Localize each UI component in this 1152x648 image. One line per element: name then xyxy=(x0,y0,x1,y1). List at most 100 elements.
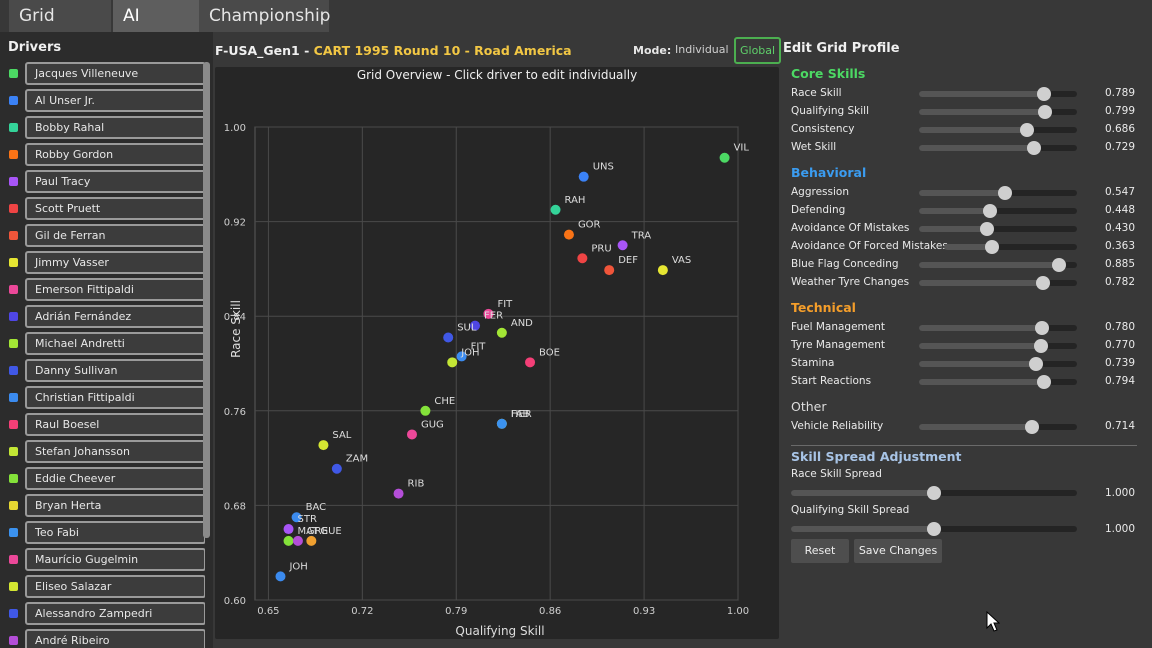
driver-point[interactable]: BOE xyxy=(525,347,560,368)
data-point-marker[interactable] xyxy=(577,253,588,264)
slider-track[interactable] xyxy=(919,276,1077,290)
slider-handle[interactable] xyxy=(1028,357,1043,371)
slider-handle[interactable] xyxy=(998,186,1013,200)
driver-item[interactable]: Maurício Gugelmin xyxy=(4,548,205,571)
driver-button[interactable]: Bryan Herta xyxy=(25,494,205,517)
slider-track[interactable] xyxy=(919,186,1077,200)
slider-handle[interactable] xyxy=(1033,339,1048,353)
driver-point[interactable]: DEF xyxy=(604,255,638,276)
driver-item[interactable]: Al Unser Jr. xyxy=(4,89,205,112)
driver-button[interactable]: Adrián Fernández xyxy=(25,305,205,328)
slider-handle[interactable] xyxy=(1037,375,1052,389)
data-point-marker[interactable] xyxy=(563,229,574,240)
driver-button[interactable]: Paul Tracy xyxy=(25,170,205,193)
data-point-marker[interactable] xyxy=(291,512,302,523)
data-point-marker[interactable] xyxy=(393,488,404,499)
driver-item[interactable]: Gil de Ferran xyxy=(4,224,205,247)
slider-track[interactable] xyxy=(919,141,1077,155)
data-point-marker[interactable] xyxy=(496,418,507,429)
slider-track[interactable] xyxy=(944,240,1077,254)
slider-track[interactable] xyxy=(919,123,1077,137)
driver-point[interactable]: GUE xyxy=(306,526,342,546)
data-point-marker[interactable] xyxy=(420,405,431,416)
data-point-marker[interactable] xyxy=(283,535,294,546)
slider-handle[interactable] xyxy=(1024,420,1039,434)
driver-point[interactable]: AND xyxy=(496,318,533,338)
driver-button[interactable]: Teo Fabi xyxy=(25,521,205,544)
slider-track[interactable] xyxy=(919,105,1077,119)
slider-handle[interactable] xyxy=(979,222,994,236)
driver-item[interactable]: Teo Fabi xyxy=(4,521,205,544)
driver-button[interactable]: Michael Andretti xyxy=(25,332,205,355)
driver-point[interactable]: FAB xyxy=(496,409,530,429)
driver-button[interactable]: Bobby Rahal xyxy=(25,116,205,139)
mode-individual-button[interactable]: Individual xyxy=(675,43,729,56)
slider-track[interactable] xyxy=(919,357,1077,371)
driver-point[interactable]: RAH xyxy=(550,195,586,215)
driver-point[interactable]: UNS xyxy=(578,162,614,182)
data-point-marker[interactable] xyxy=(617,240,628,251)
driver-item[interactable]: Robby Gordon xyxy=(4,143,205,166)
driver-item[interactable]: Eddie Cheever xyxy=(4,467,205,490)
driver-point[interactable]: JOH xyxy=(275,561,308,582)
driver-item[interactable]: Alessandro Zampedri xyxy=(4,602,205,625)
driver-item[interactable]: André Ribeiro xyxy=(4,629,205,648)
driver-item[interactable]: Adrián Fernández xyxy=(4,305,205,328)
driver-button[interactable]: Eddie Cheever xyxy=(25,467,205,490)
slider-track[interactable] xyxy=(919,420,1077,434)
data-point-marker[interactable] xyxy=(719,152,730,163)
driver-item[interactable]: Bryan Herta xyxy=(4,494,205,517)
data-point-marker[interactable] xyxy=(331,463,342,474)
driver-point[interactable]: GOR xyxy=(563,220,601,240)
driver-button[interactable]: Jimmy Vasser xyxy=(25,251,205,274)
data-point-marker[interactable] xyxy=(578,171,589,182)
driver-point[interactable]: GUG xyxy=(406,419,444,440)
data-point-marker[interactable] xyxy=(483,308,494,319)
slider-handle[interactable] xyxy=(1020,123,1035,137)
driver-item[interactable]: Jimmy Vasser xyxy=(4,251,205,274)
driver-point[interactable]: VAS xyxy=(657,255,691,276)
mode-global-button[interactable]: Global xyxy=(734,37,782,64)
driver-button[interactable]: Raul Boesel xyxy=(25,413,205,436)
slider-track[interactable] xyxy=(919,339,1077,353)
driver-point[interactable]: FER xyxy=(470,311,503,331)
driver-point[interactable]: STR xyxy=(283,514,317,535)
driver-item[interactable]: Emerson Fittipaldi xyxy=(4,278,205,301)
driver-point[interactable]: ZAM xyxy=(331,454,368,474)
driver-button[interactable]: Emerson Fittipaldi xyxy=(25,278,205,301)
driver-item[interactable]: Stefan Johansson xyxy=(4,440,205,463)
driver-button[interactable]: Al Unser Jr. xyxy=(25,89,205,112)
driver-point[interactable]: TRA xyxy=(617,230,652,251)
driver-item[interactable]: Christian Fittipaldi xyxy=(4,386,205,409)
data-point-marker[interactable] xyxy=(470,320,481,331)
slider-handle[interactable] xyxy=(982,204,997,218)
driver-item[interactable]: Michael Andretti xyxy=(4,332,205,355)
driver-button[interactable]: Jacques Villeneuve xyxy=(25,62,205,85)
data-point-marker[interactable] xyxy=(496,327,507,338)
driver-point[interactable]: PRU xyxy=(577,243,612,264)
driver-button[interactable]: Robby Gordon xyxy=(25,143,205,166)
slider-track[interactable] xyxy=(919,321,1077,335)
data-point-marker[interactable] xyxy=(443,332,454,343)
slider-track[interactable] xyxy=(919,258,1077,272)
driver-point[interactable]: GRE xyxy=(292,526,328,546)
driver-button[interactable]: Eliseo Salazar xyxy=(25,575,205,598)
driver-point[interactable]: SAL xyxy=(318,430,352,451)
slider-handle[interactable] xyxy=(927,486,941,500)
data-point-marker[interactable] xyxy=(306,535,317,546)
driver-point[interactable]: RIB xyxy=(393,479,425,499)
data-point-marker[interactable] xyxy=(318,440,329,451)
driver-point[interactable]: FIT xyxy=(456,341,487,362)
data-point-marker[interactable] xyxy=(283,524,294,535)
slider-track[interactable] xyxy=(919,222,1077,236)
data-point-marker[interactable] xyxy=(657,265,668,276)
driver-point[interactable]: FIT xyxy=(483,299,513,319)
driver-list-scrollbar[interactable] xyxy=(203,62,210,538)
data-point-marker[interactable] xyxy=(525,357,536,368)
tab-championship[interactable]: Championship xyxy=(199,0,330,32)
slider-track[interactable] xyxy=(919,375,1077,389)
driver-button[interactable]: Christian Fittipaldi xyxy=(25,386,205,409)
driver-point[interactable]: VIL xyxy=(719,143,750,163)
tab-ai-editor[interactable]: AI Editor xyxy=(113,0,199,58)
driver-button[interactable]: André Ribeiro xyxy=(25,629,205,648)
